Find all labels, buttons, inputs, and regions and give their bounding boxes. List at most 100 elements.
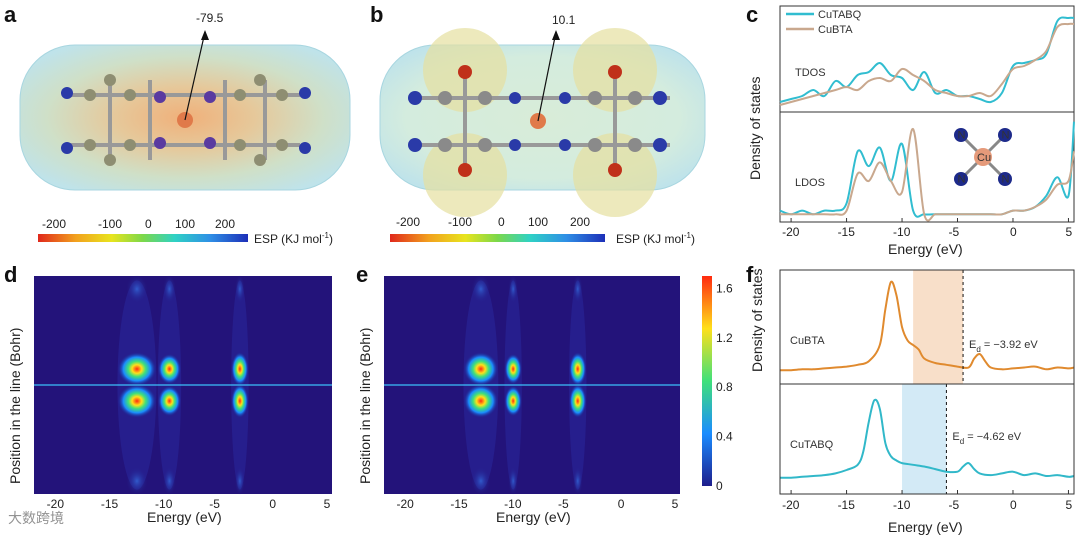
xtick-label-svg-d-0: -20	[47, 497, 65, 511]
ed-value-1: = −4.62 eV	[964, 431, 1022, 443]
esp-scale-bar-a	[38, 234, 248, 242]
xtick-label-svg-e-5: 5	[672, 497, 679, 511]
ed-label-cubta: Ed = −3.92 eV	[969, 339, 1038, 354]
xaxis-label-f: Energy (eV)	[888, 519, 963, 535]
hotspot-upper-2	[569, 352, 587, 386]
hotspot-edge-top-0	[471, 275, 491, 303]
panel-label-a: a	[4, 2, 17, 27]
xtick-label-svg-e-4: 0	[618, 497, 625, 511]
esp-arrow-b	[537, 31, 557, 122]
inset-n-atom-1	[998, 128, 1012, 142]
xtick-label-svg-d-4: 0	[269, 497, 276, 511]
esp-scale-bar-b	[390, 234, 605, 242]
colorbar-tick-4: 1.6	[716, 281, 733, 295]
subplot-label-c-0: TDOS	[795, 67, 826, 79]
esp-molecule-a: -79.5 -200 -100 0 100 200 ESP (KJ mol-1)	[19, 11, 351, 246]
inset-n-label-2: N	[958, 174, 966, 186]
inset-n-label-1: N	[1002, 130, 1010, 142]
esp-scale-label-b: ESP (KJ mol-1)	[616, 231, 695, 246]
esp-tick-a-1: -100	[98, 217, 122, 231]
molecule-bonds-b	[415, 72, 670, 170]
ed-label-cutabq: Ed = −4.62 eV	[952, 431, 1021, 446]
inset-cu-label: Cu	[977, 152, 991, 164]
subplot-name-f-1: CuTABQ	[790, 439, 834, 451]
subplot-name-f-0: CuBTA	[790, 335, 825, 347]
dos-chart-f: CuBTA Ed = −3.92 eV CuTABQ Ed = −4.62 eV -20…	[749, 269, 1075, 535]
xtick-label-c-4: 0	[1010, 225, 1017, 239]
xaxis-label-c: Energy (eV)	[888, 241, 963, 257]
panel-label-b: b	[370, 2, 384, 27]
ed-symbol-0: E	[969, 339, 976, 351]
panel-label-c: c	[746, 2, 759, 27]
xtick-label-f-1: -15	[838, 498, 856, 512]
legend-label-c-0: CuTABQ	[818, 9, 862, 21]
xtick-label-c-1: -15	[838, 225, 856, 239]
yaxis-label-svg-d: Position in the line (Bohr)	[7, 328, 23, 484]
inset-cu-atom	[974, 148, 992, 166]
molecule-atoms	[61, 74, 311, 166]
esp-tick-a-0: -200	[42, 217, 66, 231]
hotspot-upper-0	[463, 352, 499, 386]
ed-symbol-1: E	[952, 431, 959, 443]
plot-frame-f	[779, 269, 1075, 495]
esp-tick-b-1: -100	[448, 215, 472, 229]
xtick-label-svg-d-1: -15	[101, 497, 119, 511]
yaxis-label-svg-e: Position in the line (Bohr)	[357, 328, 373, 484]
xtick-label-c-3: -5	[949, 225, 960, 239]
watermark-text: 大数跨境	[8, 510, 64, 526]
esp-value-b: 10.1	[552, 13, 576, 27]
legend-label-c-1: CuBTA	[818, 24, 853, 36]
esp-tick-a-3: 100	[175, 217, 195, 231]
hotspot-edge-bottom-1	[162, 467, 176, 495]
esp-value-a: -79.5	[196, 11, 224, 25]
xtick-label-svg-e-3: -5	[558, 497, 569, 511]
xtick-label-svg-d-5: 5	[324, 497, 331, 511]
heatmap-chart-e: -20 -15 -10 -5 0 5 Energy (eV) Position in the …	[357, 275, 733, 525]
panel-label-d: d	[4, 262, 18, 287]
esp-arrow	[184, 31, 206, 121]
esp-arrowhead-b	[552, 30, 560, 40]
xtick-label-svg-d-2: -10	[155, 497, 173, 511]
dos-line-c-ldos-cutabq	[779, 121, 1075, 218]
ed-value-0: = −3.92 eV	[981, 339, 1039, 351]
dos-line-f-cutabq	[779, 398, 1075, 479]
inset-n-label-0: N	[958, 130, 966, 142]
inset-n-label-3: N	[1002, 174, 1010, 186]
inset-n-atom-3	[998, 172, 1012, 186]
hotspot-upper-1	[504, 353, 522, 385]
hotspot-lower-2	[569, 384, 587, 418]
esp-tick-b-0: -200	[396, 215, 420, 229]
inset-n-atom-2	[954, 172, 968, 186]
xaxis-label-svg-d: Energy (eV)	[147, 509, 222, 525]
hotspot-edge-bottom-1	[508, 467, 519, 495]
colorbar-tick-1: 0.4	[716, 430, 733, 444]
xtick-label-svg-e-1: -15	[450, 497, 468, 511]
hotspot-edge-top-1	[508, 275, 519, 303]
xtick-label-svg-e-0: -20	[397, 497, 415, 511]
dos-chart-c: TDOS LDOS CuTABQ CuBTA N N N N Cu -20 -15 -10 -5 0 5 En…	[747, 5, 1075, 257]
panel-label-e: e	[356, 262, 369, 287]
esp-scale-label-a: ESP (KJ mol-1)	[254, 231, 333, 246]
hotspot-lower-1	[157, 385, 182, 417]
esp-tick-b-4: 200	[570, 215, 590, 229]
hotspot-upper-2	[231, 352, 249, 386]
ed-subscript-0: d	[976, 345, 980, 354]
dband-shade-cubta	[913, 270, 964, 384]
hotspot-edge-bottom-0	[471, 467, 491, 495]
panel-label-f: f	[746, 262, 754, 287]
esp-tick-b-3: 100	[528, 215, 548, 229]
hotspot-edge-bottom-2	[235, 467, 245, 495]
xtick-label-svg-e-2: -10	[504, 497, 522, 511]
dos-line-c-tdos-cubta	[779, 22, 1075, 106]
xtick-label-c-5: 5	[1065, 225, 1072, 239]
hotspot-edge-top-0	[126, 275, 148, 303]
xtick-label-c-0: -20	[782, 225, 800, 239]
hotspot-lower-0	[117, 384, 157, 418]
xtick-label-f-3: -5	[949, 498, 960, 512]
xtick-label-c-2: -10	[893, 225, 911, 239]
esp-arrowhead	[201, 30, 209, 40]
hotspot-edge-top-1	[162, 275, 176, 303]
hotspot-lower-0	[463, 384, 499, 418]
dos-line-c-ldos-cubta	[780, 128, 1075, 222]
hotspot-edge-bottom-2	[572, 467, 583, 495]
